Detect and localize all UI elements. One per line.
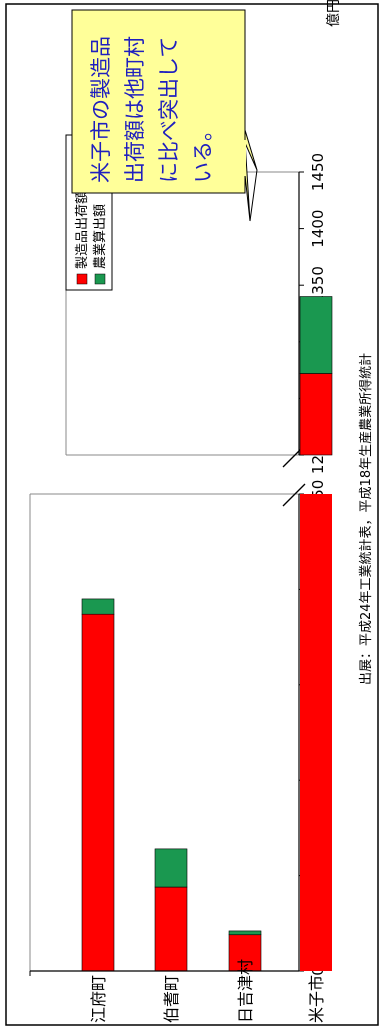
- callout-line-1: 米子市の製造品: [89, 36, 113, 183]
- bar-agriculture-2: [228, 930, 262, 936]
- tick-label-high-1400: 1400: [309, 210, 327, 248]
- axis-break-mark-low: [282, 483, 306, 507]
- callout-line-2: 出荷額は他町村: [123, 36, 147, 183]
- bar-agriculture-1: [154, 848, 188, 888]
- callout-bubble: 米子市の製造品 出荷額は他町村 に比べ突出して いる。: [71, 9, 258, 222]
- legend-swatch-manufacturing: [76, 273, 88, 285]
- category-label-3: 米子市: [307, 975, 326, 1023]
- bar-manufacturing-0: [81, 613, 115, 972]
- bar-manufacturing-low-3: [300, 494, 332, 971]
- bar-manufacturing-high-3: [299, 373, 333, 456]
- legend-label-manufacturing: 製造品出荷額等: [74, 178, 90, 269]
- callout-box: [71, 9, 246, 194]
- category-label-0: 江府町: [89, 975, 108, 1023]
- callout-line-4: いる。: [191, 120, 215, 183]
- callout-line-3: に比べ突出して: [157, 37, 181, 183]
- source-note: 出展：平成24年工業統計表，平成18年生産農業所得統計: [358, 353, 374, 685]
- legend-swatch-agriculture: [94, 273, 106, 285]
- bar-agriculture-high-3: [299, 296, 333, 374]
- tick-label-high-1450: 1450: [309, 153, 327, 191]
- bar-manufacturing-1: [154, 886, 188, 972]
- bar-agriculture-0: [81, 598, 115, 615]
- callout-pointer: [244, 140, 251, 222]
- unit-label: 億円: [326, 0, 342, 27]
- legend-label-agriculture: 農業算出額: [92, 204, 108, 269]
- rotated-chart: 050100150200250120012501300135014001450江…: [29, 0, 374, 1023]
- plot-layer: 050100150200250120012501300135014001450江…: [29, 153, 333, 1023]
- category-label-2: 日吉津村: [236, 959, 255, 1023]
- tick-label-high-1350: 1350: [309, 266, 327, 304]
- category-label-1: 伯耆町: [162, 975, 181, 1023]
